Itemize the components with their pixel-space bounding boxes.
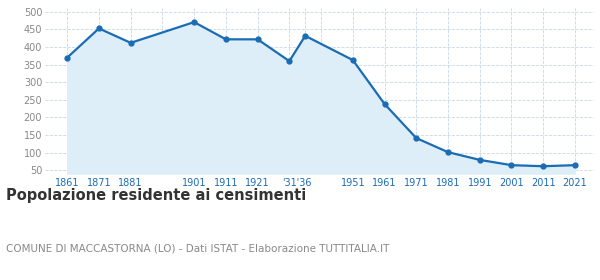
Text: Popolazione residente ai censimenti: Popolazione residente ai censimenti [6, 188, 306, 203]
Text: COMUNE DI MACCASTORNA (LO) - Dati ISTAT - Elaborazione TUTTITALIA.IT: COMUNE DI MACCASTORNA (LO) - Dati ISTAT … [6, 244, 389, 254]
